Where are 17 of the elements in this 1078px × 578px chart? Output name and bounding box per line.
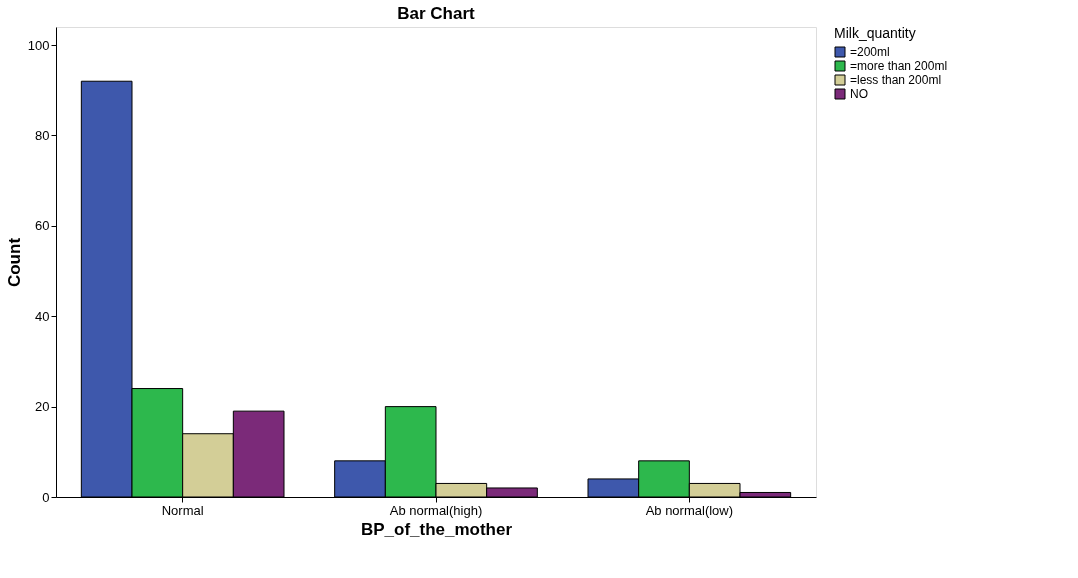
y-tick-label: 60 <box>35 218 50 234</box>
legend-label: =less than 200ml <box>850 73 942 87</box>
x-axis-title: BP_of_the_mother <box>360 519 513 539</box>
legend-label: =200ml <box>850 45 890 59</box>
x-tick-label: Ab normal(high) <box>389 502 483 518</box>
y-tick-label: 100 <box>27 37 50 53</box>
legend-label: NO <box>850 87 868 101</box>
x-tick-label: Ab normal(low) <box>645 502 734 518</box>
y-tick-label: 40 <box>35 308 50 324</box>
legend-label: =more than 200ml <box>850 59 948 73</box>
y-tick-label: 80 <box>35 127 50 143</box>
x-tick-label: Normal <box>161 502 204 518</box>
chart-title: Bar Chart <box>397 4 476 23</box>
y-tick-label: 0 <box>42 489 50 505</box>
y-axis-title: Count <box>4 237 24 288</box>
legend-title: Milk_quantity <box>834 25 916 41</box>
y-tick-label: 20 <box>35 399 50 415</box>
